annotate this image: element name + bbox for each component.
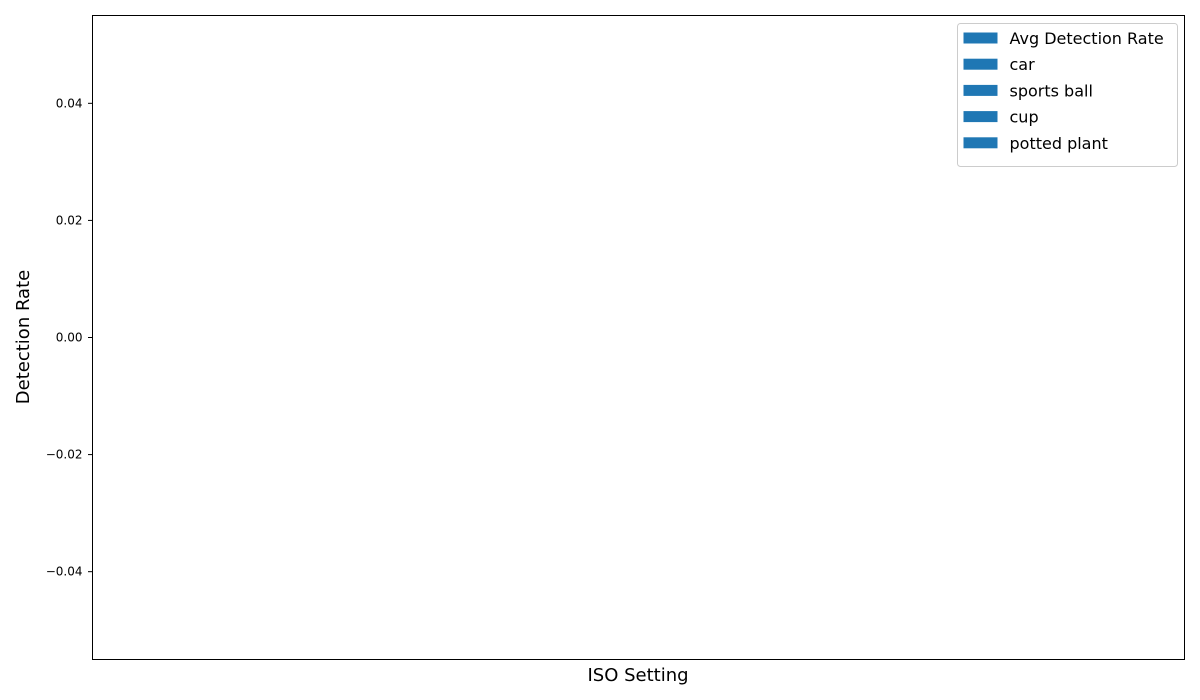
legend-swatch [963, 111, 998, 123]
legend-swatch [963, 32, 998, 44]
legend-swatch [963, 84, 998, 96]
legend-label: Avg Detection Rate [1010, 29, 1164, 48]
y-tick-label: 0.00 [56, 331, 83, 345]
y-tick-label: −0.02 [46, 448, 83, 462]
legend: Avg Detection Rate car sports ball cup potte… [957, 23, 1178, 167]
legend-label: potted plant [1010, 134, 1108, 153]
legend-label: sports ball [1010, 81, 1093, 100]
y-axis-ticks: −0.04 −0.02 0.00 0.02 0.04 [46, 96, 93, 579]
y-axis-title: Detection Rate [13, 270, 34, 404]
legend-label: car [1010, 55, 1036, 74]
legend-swatch [963, 58, 998, 70]
y-tick-label: −0.04 [46, 565, 83, 579]
legend-box [957, 23, 1178, 167]
x-axis-title: ISO Setting [587, 665, 688, 686]
legend-swatch [963, 137, 998, 149]
y-tick-label: 0.02 [56, 213, 83, 227]
plot-area-frame [92, 15, 1185, 660]
y-tick-label: 0.04 [56, 96, 83, 110]
legend-label: cup [1010, 108, 1039, 127]
